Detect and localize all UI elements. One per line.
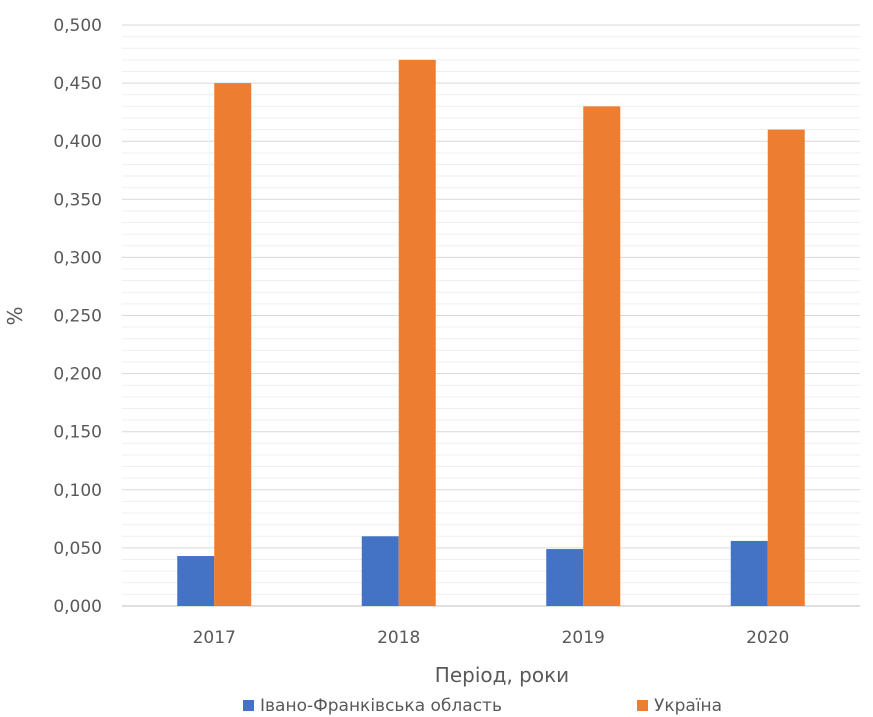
y-tick-label: 0,250 [53,307,102,327]
x-tick-label: 2020 [746,628,789,648]
legend-swatch [243,700,254,711]
y-tick-label: 0,050 [53,539,102,559]
bar-series-1-2018 [361,536,399,606]
bar-series-1-2019 [546,549,584,606]
bars [177,59,805,607]
bar-series-2-2019 [583,106,621,606]
legend-label: Україна [654,696,722,716]
bar-series-1-2017 [177,556,215,606]
y-tick-label: 0,000 [53,597,102,617]
y-tick-label: 0,350 [53,190,102,210]
bar-series-2-2018 [398,59,436,607]
y-tick-label: 0,200 [53,365,102,385]
x-axis-title: Період, роки [435,663,569,687]
legend: Івано-Франківська область Україна [243,696,722,716]
y-axis-title: % [3,306,27,325]
bar-series-2-2020 [767,129,805,606]
y-tick-label: 0,400 [53,132,102,152]
x-tick-label: 2017 [193,628,236,648]
y-tick-label: 0,100 [53,481,102,501]
bar-series-1-2020 [730,540,768,606]
legend-swatch [637,700,648,711]
y-axis-ticks: 0,000 0,050 0,100 0,150 0,200 0,250 0,300 0,350… [53,16,102,617]
y-tick-label: 0,300 [53,248,102,268]
y-tick-label: 0,500 [53,16,102,36]
x-tick-label: 2019 [562,628,605,648]
bar-series-2-2017 [214,83,252,607]
x-tick-label: 2018 [377,628,420,648]
y-tick-label: 0,450 [53,74,102,94]
y-tick-label: 0,150 [53,423,102,443]
x-axis-ticks: 2017 2018 2019 2020 [193,628,790,648]
legend-label: Івано-Франківська область [260,696,502,716]
